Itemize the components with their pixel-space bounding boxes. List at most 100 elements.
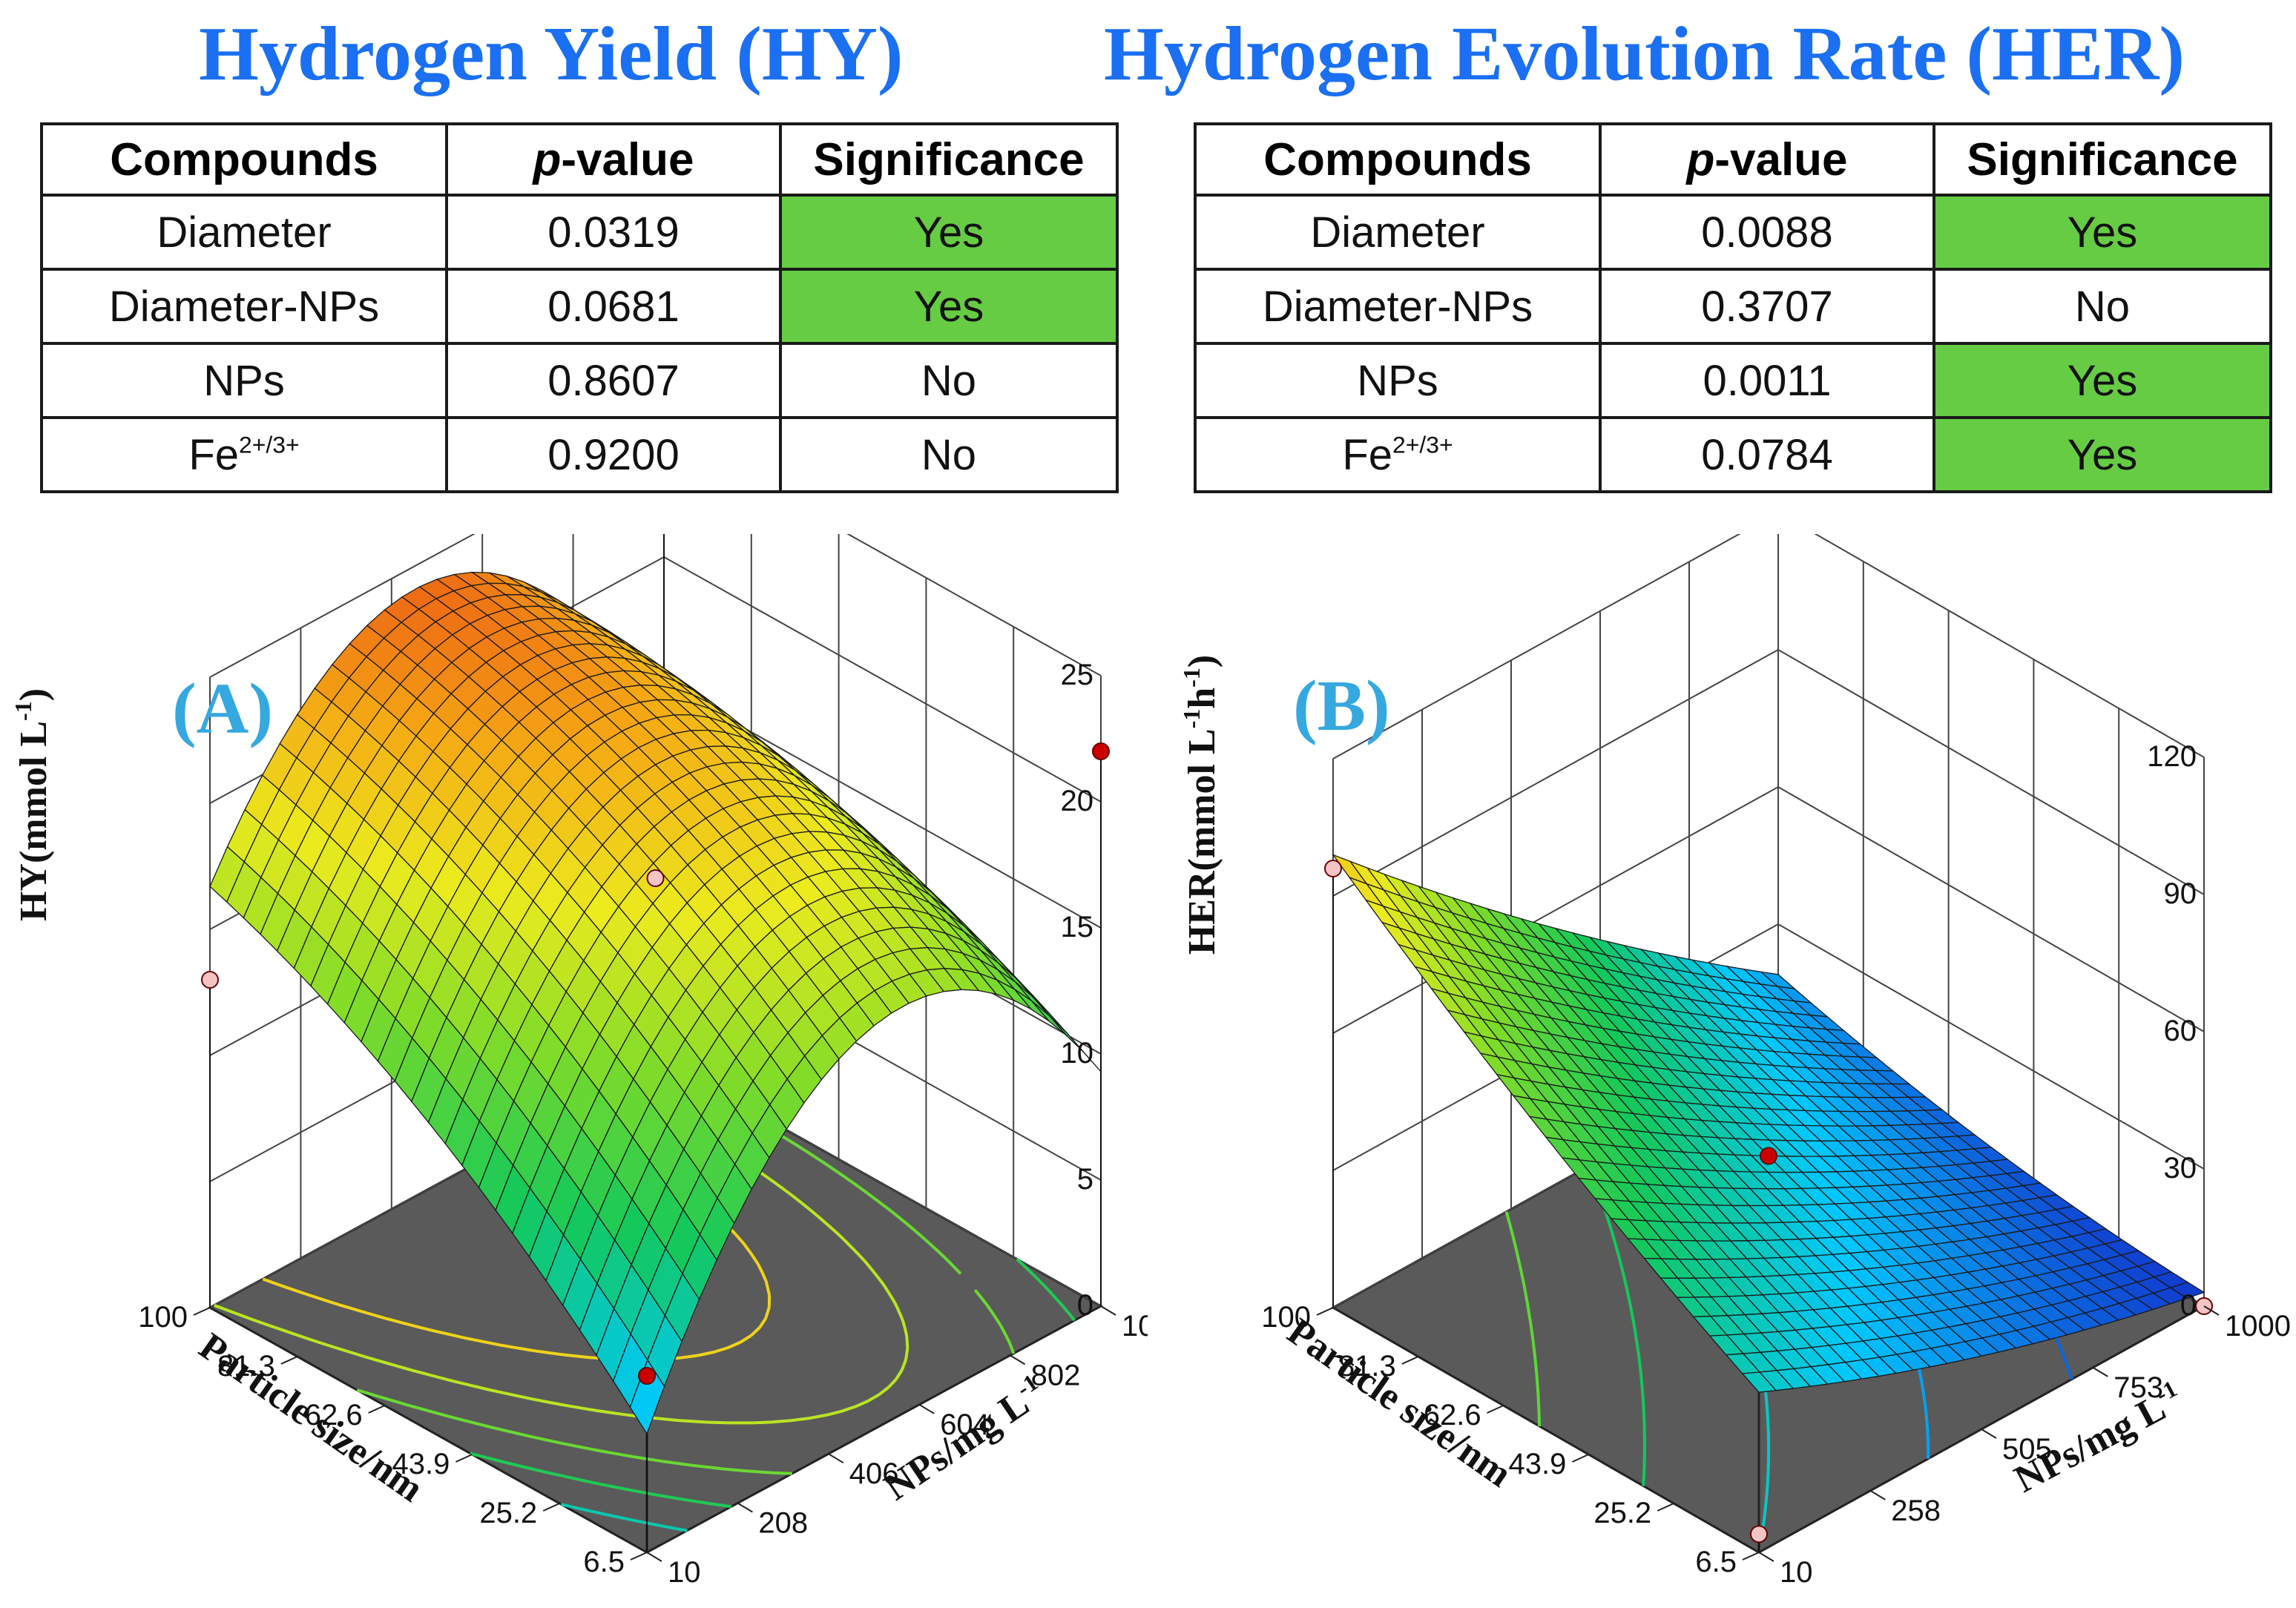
p-value-cell: 0.0784 xyxy=(1599,416,1935,493)
y-tick-mark xyxy=(737,1502,753,1513)
x-tick-label: 81.3 xyxy=(217,1350,275,1383)
x-tick-mark xyxy=(1742,1552,1760,1561)
compound-cell: Diameter xyxy=(40,194,448,271)
table-row: Diameter-NPs 0.0681 Yes xyxy=(40,268,1119,345)
y-tick-mark xyxy=(1100,1305,1116,1316)
significance-cell: No xyxy=(779,416,1119,493)
panel-label: (A) xyxy=(172,669,273,749)
y-tick-label: 802 xyxy=(1031,1359,1081,1391)
col-header-compounds: Compounds xyxy=(1194,122,1602,197)
table-row: Diameter-NPs 0.3707 No xyxy=(1194,268,2272,345)
col-header-compounds: Compounds xyxy=(40,122,448,197)
y-tick-mark xyxy=(1758,1552,1774,1562)
y-tick-mark xyxy=(2203,1305,2220,1316)
x-tick-label: 6.5 xyxy=(1695,1546,1737,1578)
hy-significance-table: Compounds p-value Significance Diameter … xyxy=(40,122,1119,493)
col-header-p-value: p-value xyxy=(445,122,782,197)
x-tick-label: 62.6 xyxy=(1424,1399,1481,1431)
x-tick-label: 25.2 xyxy=(479,1497,537,1529)
wall-gridline xyxy=(1332,534,2205,759)
p-value-cell: 0.0319 xyxy=(445,194,782,271)
x-tick-label: 100 xyxy=(138,1301,188,1334)
contour-line xyxy=(560,1503,688,1532)
z-tick-label: 120 xyxy=(2147,740,2197,773)
her-section-title: Hydrogen Evolution Rate (HER) xyxy=(1104,11,2185,96)
y-tick-mark xyxy=(1981,1429,1997,1439)
x-tick-label: 62.6 xyxy=(305,1399,363,1431)
p-symbol: p xyxy=(1686,134,1715,185)
table-row: Fe2+/3+ 0.9200 No xyxy=(40,416,1119,493)
y-tick-label: 208 xyxy=(758,1507,808,1540)
compound-cell: Fe2+/3+ xyxy=(1194,416,1602,493)
y-tick-label: 1000 xyxy=(1122,1310,1148,1342)
y-tick-label: 10 xyxy=(668,1556,701,1589)
z-tick-label: 60 xyxy=(2164,1015,2197,1047)
significance-cell: No xyxy=(1932,268,2272,345)
significance-cell: No xyxy=(779,342,1119,419)
significance-cell: Yes xyxy=(779,268,1119,345)
table-header-row: Compounds p-value Significance xyxy=(40,122,1119,197)
her-surface-chart: 0 30 60 90 120 100 81.3 62.6 43.9 25.2 6.5 10 258 505… xyxy=(1178,534,2291,1589)
x-tick-mark xyxy=(542,1503,560,1512)
z-tick-label: 0 xyxy=(2180,1289,2197,1322)
p-value-suffix: -value xyxy=(1714,134,1848,185)
p-value-cell: 0.9200 xyxy=(445,416,782,493)
p-value-cell: 0.3707 xyxy=(1599,268,1935,345)
design-point-layer xyxy=(1324,860,2213,1543)
surface-cell xyxy=(629,1359,665,1435)
col-header-significance: Significance xyxy=(779,122,1119,197)
y-tick-mark xyxy=(1869,1489,1886,1500)
design-point xyxy=(646,869,665,887)
z-tick-label: 30 xyxy=(2164,1152,2197,1184)
col-header-significance: Significance xyxy=(1932,122,2272,197)
col-header-p-value: p-value xyxy=(1599,122,1935,197)
compound-superscript: 2+/3+ xyxy=(239,431,300,458)
compound-cell: Diameter xyxy=(1194,194,1602,271)
surface-cell xyxy=(1741,1371,1777,1393)
x-tick-mark xyxy=(1487,1405,1504,1414)
table-row: Diameter 0.0088 Yes xyxy=(1194,194,2272,271)
x-tick-label: 25.2 xyxy=(1593,1497,1651,1529)
x-tick-mark xyxy=(455,1454,473,1463)
x-tick-label: 43.9 xyxy=(1509,1448,1567,1480)
z-axis-title: HY(mmol L-1) xyxy=(10,688,55,921)
y-tick-mark xyxy=(646,1552,662,1562)
z-tick-label: 5 xyxy=(1077,1163,1093,1196)
p-value-cell: 0.0011 xyxy=(1599,342,1935,419)
design-point-layer xyxy=(201,742,1110,1385)
p-value-cell: 0.8607 xyxy=(445,342,782,419)
y-tick-label: 1000 xyxy=(2225,1310,2291,1342)
z-tick-label: 0 xyxy=(1077,1289,1093,1322)
wall-gridline xyxy=(209,534,1102,678)
y-tick-mark xyxy=(918,1403,935,1414)
compound-cell: Diameter-NPs xyxy=(40,268,448,345)
x-tick-label: 100 xyxy=(1261,1301,1311,1334)
design-point xyxy=(1760,1147,1777,1165)
x-tick-mark xyxy=(1401,1356,1419,1365)
y-tick-label: 10 xyxy=(1780,1556,1813,1589)
y-tick-mark xyxy=(1010,1354,1026,1365)
contour-line xyxy=(470,1258,1076,1509)
surface-layer xyxy=(209,571,1102,1435)
design-point xyxy=(1750,1525,1768,1543)
x-tick-mark xyxy=(1316,1307,1334,1316)
y-tick-label: 406 xyxy=(849,1457,899,1490)
p-value-suffix: -value xyxy=(561,134,694,185)
z-tick-label: 10 xyxy=(1061,1037,1094,1070)
surface-layer xyxy=(1332,854,2205,1393)
tick-layer: 0 5 10 15 20 25 100 81.3 62.6 43.9 25.2 6.5 10 208 406… xyxy=(138,659,1148,1589)
y-tick-label: 753 xyxy=(2114,1371,2163,1404)
x-tick-mark xyxy=(1571,1454,1589,1463)
y-tick-mark xyxy=(828,1453,844,1464)
panel-label: (B) xyxy=(1293,666,1390,746)
z-tick-label: 15 xyxy=(1061,911,1094,943)
compound-cell: Fe2+/3+ xyxy=(40,416,448,493)
x-tick-mark xyxy=(368,1405,386,1414)
significance-cell: Yes xyxy=(1932,342,2272,419)
tick-layer: 0 30 60 90 120 100 81.3 62.6 43.9 25.2 6.5 10 258 505… xyxy=(1261,740,2291,1589)
table-row: NPs 0.0011 Yes xyxy=(1194,342,2272,419)
significance-cell: Yes xyxy=(1932,416,2272,493)
x-tick-mark xyxy=(193,1307,211,1316)
z-tick-label: 90 xyxy=(2164,877,2197,910)
x-tick-mark xyxy=(630,1552,648,1561)
